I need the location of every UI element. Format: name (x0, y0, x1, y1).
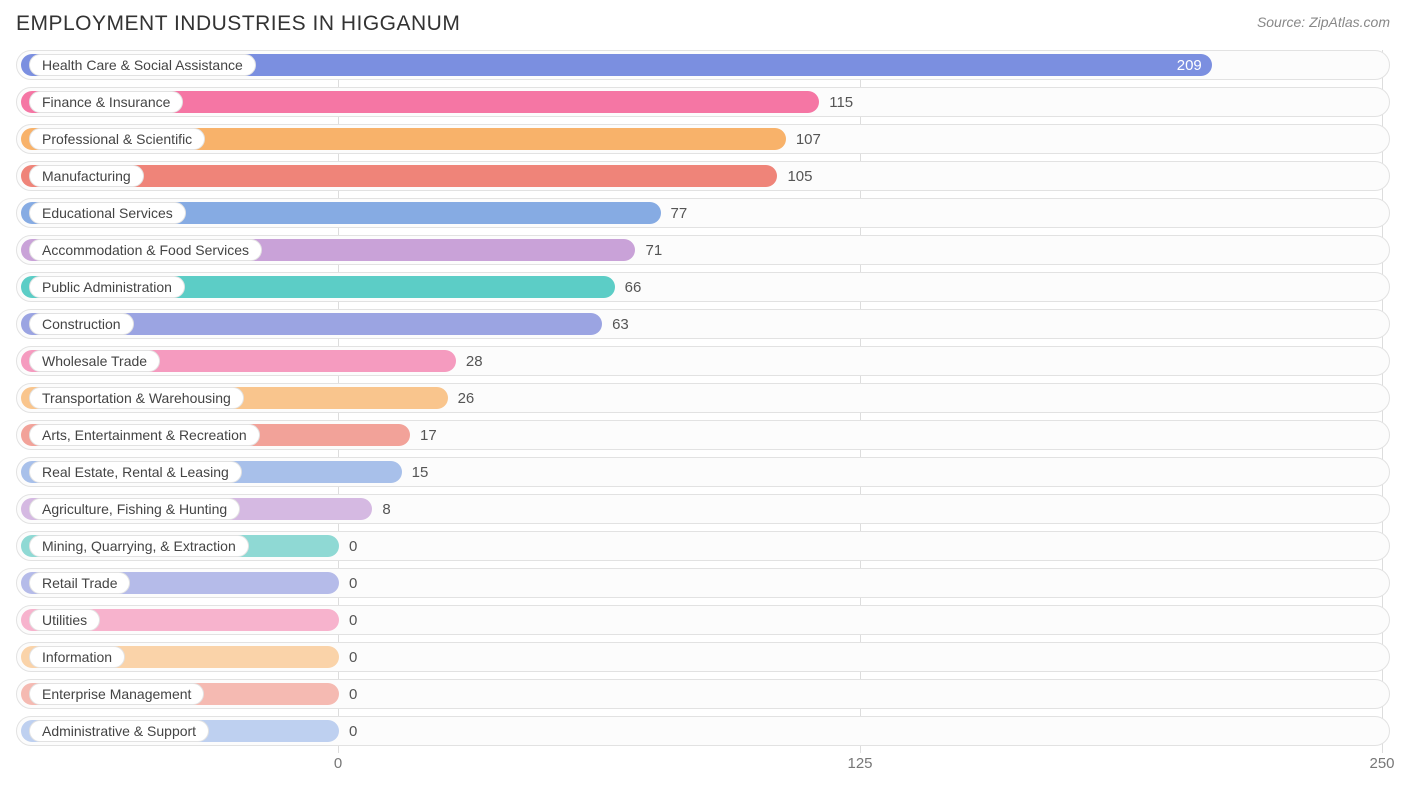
category-label: Agriculture, Fishing & Hunting (29, 498, 240, 520)
category-label: Real Estate, Rental & Leasing (29, 461, 242, 483)
category-label: Retail Trade (29, 572, 130, 594)
value-label: 66 (615, 273, 642, 301)
value-label: 15 (402, 458, 429, 486)
value-label: 0 (339, 643, 357, 671)
category-label: Arts, Entertainment & Recreation (29, 424, 260, 446)
bar-row: Information 0 (16, 642, 1390, 672)
bar-row: Transportation & Warehousing 26 (16, 383, 1390, 413)
bar-row: Wholesale Trade 28 (16, 346, 1390, 376)
category-label: Finance & Insurance (29, 91, 183, 113)
value-label: 8 (372, 495, 390, 523)
bar-row: Public Administration 66 (16, 272, 1390, 302)
bar-row: Retail Trade 0 (16, 568, 1390, 598)
value-label: 77 (661, 199, 688, 227)
source-attribution: Source: ZipAtlas.com (1257, 14, 1390, 30)
category-label: Construction (29, 313, 134, 335)
category-label: Professional & Scientific (29, 128, 205, 150)
x-axis-tick: 125 (847, 755, 872, 772)
bar-row: Arts, Entertainment & Recreation 17 (16, 420, 1390, 450)
bar-container: 209 Health Care & Social Assistance Financ… (16, 50, 1390, 746)
category-label: Educational Services (29, 202, 186, 224)
bar-row: Enterprise Management 0 (16, 679, 1390, 709)
bar-row: Utilities 0 (16, 605, 1390, 635)
x-axis-tick: 0 (334, 755, 342, 772)
category-label: Wholesale Trade (29, 350, 160, 372)
value-label: 28 (456, 347, 483, 375)
category-label: Public Administration (29, 276, 185, 298)
value-label: 0 (339, 680, 357, 708)
x-axis-tick: 250 (1369, 755, 1394, 772)
value-label: 26 (448, 384, 475, 412)
value-label: 17 (410, 421, 437, 449)
value-label: 107 (786, 125, 821, 153)
bar-row: Accommodation & Food Services 71 (16, 235, 1390, 265)
category-label: Enterprise Management (29, 683, 204, 705)
bar-row: Administrative & Support 0 (16, 716, 1390, 746)
category-label: Administrative & Support (29, 720, 209, 742)
value-label: 0 (339, 532, 357, 560)
bar-row: Agriculture, Fishing & Hunting 8 (16, 494, 1390, 524)
bar-row: Educational Services 77 (16, 198, 1390, 228)
value-label: 0 (339, 717, 357, 745)
bar-row: Mining, Quarrying, & Extraction 0 (16, 531, 1390, 561)
value-label: 0 (339, 569, 357, 597)
bar-row: Manufacturing 105 (16, 161, 1390, 191)
value-label: 71 (635, 236, 662, 264)
value-label: 115 (819, 88, 853, 116)
bar-row: Construction 63 (16, 309, 1390, 339)
value-label: 63 (602, 310, 629, 338)
bar-row: 209 Health Care & Social Assistance (16, 50, 1390, 80)
category-label: Manufacturing (29, 165, 144, 187)
bar-row: Professional & Scientific 107 (16, 124, 1390, 154)
chart-title: EMPLOYMENT INDUSTRIES IN HIGGANUM (16, 12, 460, 36)
chart-area: 209 Health Care & Social Assistance Financ… (16, 50, 1390, 775)
category-label: Mining, Quarrying, & Extraction (29, 535, 249, 557)
bar-row: Finance & Insurance 115 (16, 87, 1390, 117)
bar-row: Real Estate, Rental & Leasing 15 (16, 457, 1390, 487)
category-label: Information (29, 646, 125, 668)
category-label: Health Care & Social Assistance (29, 54, 256, 76)
category-label: Accommodation & Food Services (29, 239, 262, 261)
category-label: Transportation & Warehousing (29, 387, 244, 409)
x-axis: 0125250 (16, 753, 1390, 775)
category-label: Utilities (29, 609, 100, 631)
value-label: 105 (777, 162, 812, 190)
value-label: 0 (339, 606, 357, 634)
value-label: 209 (1177, 54, 1202, 76)
